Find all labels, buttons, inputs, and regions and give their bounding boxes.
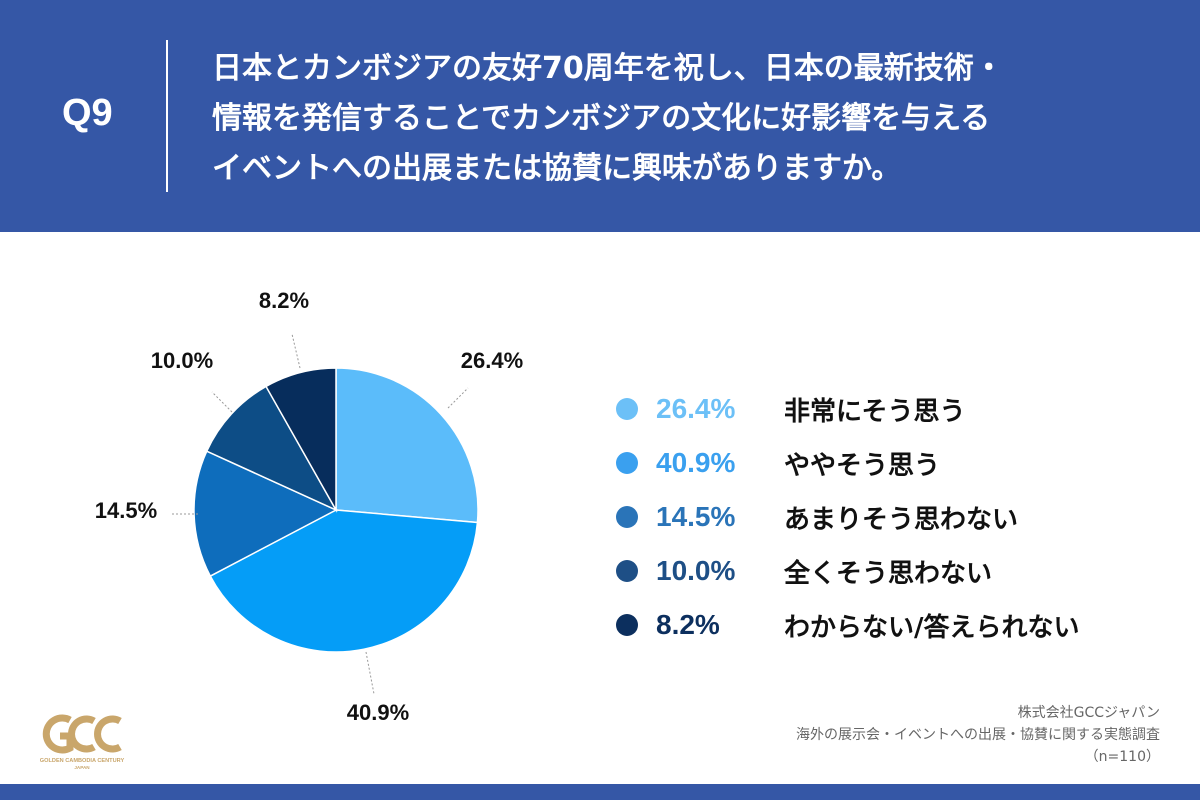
legend-label: 全くそう思わない bbox=[784, 558, 993, 589]
pie-slice bbox=[335, 367, 479, 524]
legend-swatch bbox=[616, 506, 638, 528]
pie-slice bbox=[265, 367, 337, 513]
gcc-logo-icon: GOLDEN CAMBODIA CENTURY JAPAN bbox=[40, 714, 125, 770]
svg-text:JAPAN: JAPAN bbox=[74, 765, 90, 770]
legend-label: わからない/答えられない bbox=[784, 612, 1080, 643]
gcc-logo: GOLDEN CAMBODIA CENTURY JAPAN bbox=[36, 706, 128, 772]
question-number: Q9 bbox=[62, 92, 113, 134]
legend-swatch bbox=[616, 560, 638, 582]
legend-value: 10.0% bbox=[656, 555, 736, 586]
question-line-3: イベントへの出展または協賛に興味がありますか。 bbox=[212, 151, 902, 186]
legend-swatch bbox=[616, 398, 638, 420]
source-survey: 海外の展示会・イベントへの出展・協賛に関する実態調査 bbox=[796, 727, 1160, 743]
legend: 26.4% 非常にそう思う 40.9% ややそう思う 14.5% あまりそう思わ… bbox=[616, 382, 1080, 652]
legend-item: 14.5% あまりそう思わない bbox=[616, 490, 1080, 544]
legend-swatch bbox=[616, 614, 638, 636]
slice-value-label: 8.2% bbox=[259, 288, 309, 313]
question-line-1: 日本とカンボジアの友好70周年を祝し、日本の最新技術・ bbox=[212, 51, 1004, 86]
legend-value: 8.2% bbox=[656, 609, 720, 640]
slice-value-label: 14.5% bbox=[95, 498, 157, 523]
legend-value: 26.4% bbox=[656, 393, 736, 424]
question-text: 日本とカンボジアの友好70周年を祝し、日本の最新技術・ 情報を発信することでカン… bbox=[212, 44, 1172, 194]
chart-panel: 26.4% 40.9% 14.5% 10.0% 8.2% 26.4% 非常にそう思う 4… bbox=[0, 232, 1200, 784]
legend-item: 10.0% 全くそう思わない bbox=[616, 544, 1080, 598]
slice-value-label: 10.0% bbox=[151, 348, 213, 373]
legend-label: あまりそう思わない bbox=[784, 504, 1019, 535]
pie-slice bbox=[193, 450, 338, 578]
slice-value-label: 26.4% bbox=[461, 348, 523, 373]
legend-label: 非常にそう思う bbox=[784, 396, 966, 427]
pie-slice bbox=[205, 385, 338, 512]
legend-item: 40.9% ややそう思う bbox=[616, 436, 1080, 490]
question-header: Q9 日本とカンボジアの友好70周年を祝し、日本の最新技術・ 情報を発信すること… bbox=[0, 0, 1200, 232]
svg-text:GOLDEN CAMBODIA CENTURY: GOLDEN CAMBODIA CENTURY bbox=[40, 758, 125, 764]
sample-size: （n=110） bbox=[1084, 749, 1160, 765]
pie-slice bbox=[209, 509, 479, 653]
slice-value-label: 40.9% bbox=[347, 700, 409, 725]
header-divider bbox=[166, 40, 168, 192]
legend-value: 40.9% bbox=[656, 447, 736, 478]
pie-chart: 26.4% 40.9% 14.5% 10.0% 8.2% bbox=[95, 288, 523, 725]
source-note: 株式会社GCCジャパン 海外の展示会・イベントへの出展・協賛に関する実態調査 （… bbox=[796, 702, 1160, 768]
legend-label: ややそう思う bbox=[784, 450, 941, 481]
legend-item: 26.4% 非常にそう思う bbox=[616, 382, 1080, 436]
leader-line bbox=[447, 387, 469, 409]
legend-item: 8.2% わからない/答えられない bbox=[616, 598, 1080, 652]
question-line-2: 情報を発信することでカンボジアの文化に好影響を与える bbox=[212, 101, 991, 136]
leader-line bbox=[365, 651, 375, 695]
legend-swatch bbox=[616, 452, 638, 474]
legend-value: 14.5% bbox=[656, 501, 736, 532]
leader-line bbox=[211, 391, 233, 413]
source-company: 株式会社GCCジャパン bbox=[1017, 705, 1160, 721]
leader-line bbox=[291, 333, 301, 369]
